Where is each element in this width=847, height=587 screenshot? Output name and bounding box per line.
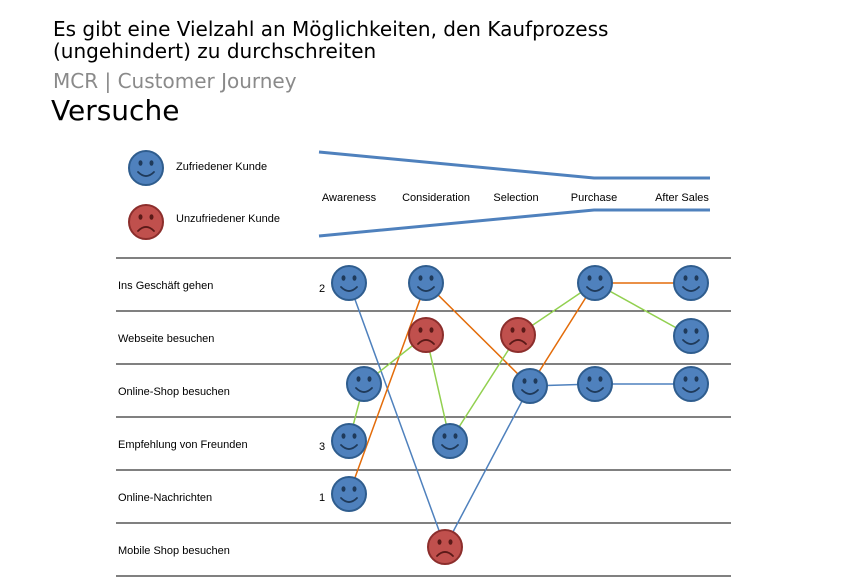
happy-face-icon (673, 318, 709, 354)
slide-heading: Versuche (51, 94, 180, 127)
happy-face-icon (331, 265, 367, 301)
happy-face-icon (512, 368, 548, 404)
happy-face-icon (577, 265, 613, 301)
row-grid (116, 257, 731, 577)
slide-title-line-2: (ungehindert) zu durchschreiten (53, 39, 377, 63)
slide-title: Es gibt eine Vielzahl an Möglichkeiten, … (53, 18, 813, 62)
happy-face-icon (577, 366, 613, 402)
row-label-mobile-shop: Mobile Shop besuchen (118, 545, 230, 557)
legend-happy-label: Zufriedener Kunde (176, 161, 267, 173)
sad-face-icon (427, 529, 463, 565)
happy-face-icon (432, 423, 468, 459)
slide-title-line-1: Es gibt eine Vielzahl an Möglichkeiten, … (53, 17, 609, 41)
legend: Zufriedener Kunde Unzufriedener Kunde (128, 150, 280, 240)
row-label-online-shop: Online-Shop besuchen (118, 386, 230, 398)
funnel-bottom-line (318, 208, 710, 238)
happy-face-icon (408, 265, 444, 301)
row-label-webseite: Webseite besuchen (118, 333, 214, 345)
journey-number-1: 1 (319, 492, 325, 504)
happy-face-icon (673, 366, 709, 402)
happy-face-icon (331, 476, 367, 512)
legend-unhappy-label: Unzufriedener Kunde (176, 213, 280, 225)
sad-face-icon (500, 317, 536, 353)
stage-awareness: Awareness (322, 192, 377, 204)
stage-purchase: Purchase (571, 192, 617, 204)
stage-labels: Awareness Consideration Selection Purcha… (322, 192, 710, 204)
funnel-top-line (318, 150, 710, 180)
sad-face-icon (408, 317, 444, 353)
happy-face-icon (331, 423, 367, 459)
stage-selection: Selection (493, 192, 538, 204)
journey-number-2: 2 (319, 283, 325, 295)
slide-subtitle: MCR | Customer Journey (53, 69, 297, 93)
stage-consideration: Consideration (402, 192, 470, 204)
legend-happy-face-icon (128, 150, 164, 186)
journey-numbers: 2 3 1 (319, 283, 325, 504)
funnel (318, 150, 710, 238)
row-labels: Ins Geschäft gehen Webseite besuchen Onl… (118, 280, 248, 557)
journey-number-3: 3 (319, 441, 325, 453)
happy-face-icon (346, 366, 382, 402)
happy-face-icon (673, 265, 709, 301)
legend-unhappy-face-icon (128, 204, 164, 240)
row-label-empfehlung: Empfehlung von Freunden (118, 439, 248, 451)
stage-after-sales: After Sales (655, 192, 709, 204)
row-label-ins-geschaeft: Ins Geschäft gehen (118, 280, 213, 292)
row-label-online-nachrichten: Online-Nachrichten (118, 492, 212, 504)
